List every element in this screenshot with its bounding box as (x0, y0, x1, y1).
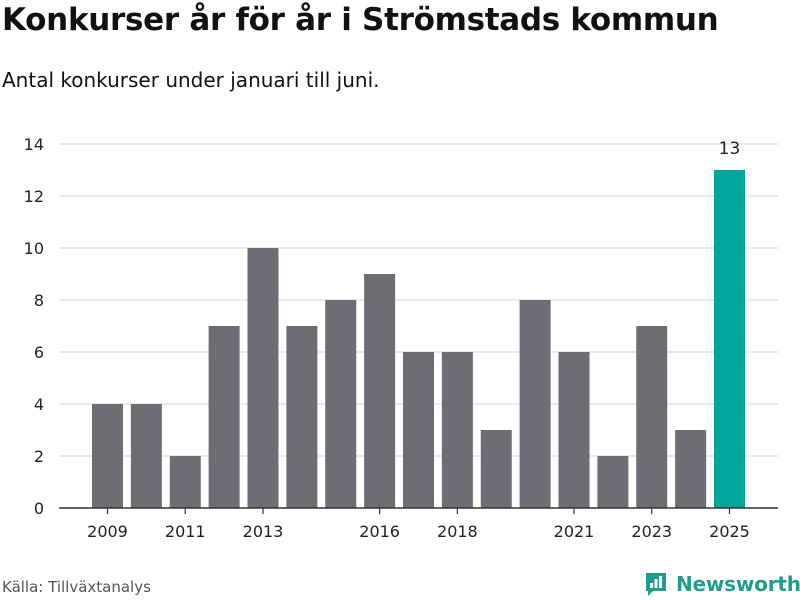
bar (441, 352, 473, 508)
bar (403, 352, 434, 508)
bar (169, 456, 201, 508)
newsworthy-logo-icon (646, 573, 666, 596)
y-tick-label: 2 (34, 447, 44, 466)
bar (558, 352, 590, 508)
bar (247, 248, 279, 508)
y-tick-label: 12 (24, 187, 44, 206)
bar (325, 300, 357, 508)
y-tick-label: 8 (34, 291, 44, 310)
newsworthy-logo: Newsworthy (644, 570, 800, 598)
x-tick-label: 2021 (554, 522, 595, 541)
x-tick-label: 2013 (243, 522, 284, 541)
chart-title: Konkurser år för år i Strömstads kommun (2, 2, 719, 38)
bar (519, 300, 551, 508)
bar (597, 456, 629, 508)
bar (208, 326, 240, 508)
labels: 13 (719, 139, 741, 159)
data-label: 13 (719, 139, 741, 159)
bar (92, 404, 123, 508)
bar (130, 404, 162, 508)
y-tick-label: 4 (34, 395, 44, 414)
x-tick-label: 2023 (631, 522, 672, 541)
y-tick-label: 6 (34, 343, 44, 362)
bar (364, 274, 396, 508)
bar (714, 170, 745, 508)
chart-subtitle: Antal konkurser under januari till juni. (2, 68, 380, 92)
brand-name: Newsworthy (676, 572, 800, 596)
x-tick-label: 2025 (709, 522, 750, 541)
y-tick-label: 14 (24, 135, 44, 154)
x-tick-label: 2011 (165, 522, 206, 541)
bar (636, 326, 668, 508)
bars (92, 170, 745, 508)
y-tick-label: 0 (34, 499, 44, 518)
bar-chart: 0 2 4 6 8 10 12 14 2009 2011 2013 2016 2018 2021 2023 2… (24, 135, 778, 541)
bar (286, 326, 318, 508)
source-note: Källa: Tillväxtanalys (2, 578, 151, 596)
axes: 0 2 4 6 8 10 12 14 2009 2011 2013 2016 2018 2021 2023 2… (24, 135, 778, 541)
x-tick-label: 2009 (87, 522, 128, 541)
bar (480, 430, 512, 508)
x-tick-label: 2016 (359, 522, 400, 541)
bar (675, 430, 707, 508)
x-tick-label: 2018 (437, 522, 478, 541)
y-tick-label: 10 (24, 239, 44, 258)
